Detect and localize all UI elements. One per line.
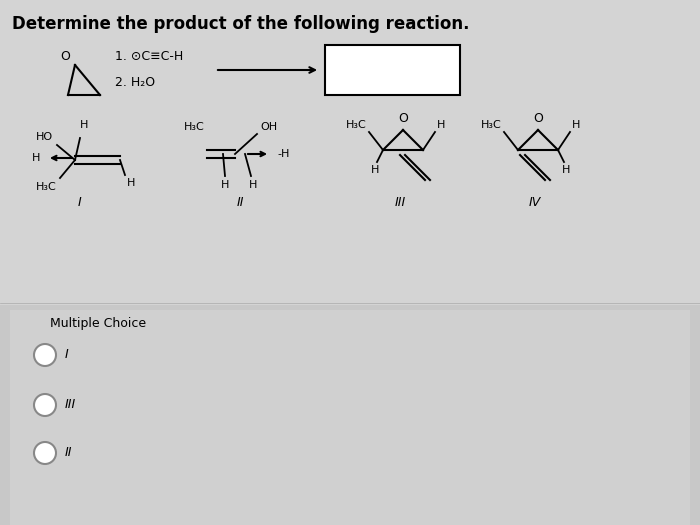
Bar — [325, 45, 460, 95]
Circle shape — [34, 442, 56, 464]
Text: O: O — [398, 112, 408, 125]
Text: II: II — [65, 446, 73, 459]
Text: III: III — [394, 195, 405, 208]
Text: -H: -H — [277, 149, 289, 159]
Text: HO: HO — [36, 132, 53, 142]
Text: H: H — [32, 153, 40, 163]
Text: O: O — [60, 50, 70, 63]
Circle shape — [34, 344, 56, 366]
Bar — [0, 0, 700, 305]
Text: IV: IV — [529, 195, 541, 208]
Bar — [10, 310, 690, 525]
Text: 1. ⊙C≡C-H: 1. ⊙C≡C-H — [115, 50, 183, 64]
Text: OH: OH — [260, 122, 277, 132]
Text: H₃C: H₃C — [36, 182, 57, 192]
Text: III: III — [65, 398, 76, 412]
Text: I: I — [65, 349, 69, 362]
Text: H: H — [127, 178, 135, 188]
Text: H: H — [80, 120, 88, 130]
Text: H₃C: H₃C — [184, 122, 205, 132]
Bar — [0, 305, 700, 525]
Text: H₃C: H₃C — [482, 120, 502, 130]
Text: H: H — [220, 180, 229, 190]
Text: H: H — [248, 180, 257, 190]
Text: H: H — [437, 120, 445, 130]
Text: I: I — [78, 195, 82, 208]
Text: H: H — [371, 165, 379, 175]
Text: Determine the product of the following reaction.: Determine the product of the following r… — [12, 15, 470, 33]
Text: H: H — [572, 120, 580, 130]
Text: H₃C: H₃C — [346, 120, 367, 130]
Circle shape — [34, 394, 56, 416]
Text: 2. H₂O: 2. H₂O — [115, 77, 155, 89]
Text: Multiple Choice: Multiple Choice — [50, 317, 146, 330]
Text: H: H — [562, 165, 570, 175]
Text: II: II — [237, 195, 244, 208]
Text: O: O — [533, 112, 543, 125]
